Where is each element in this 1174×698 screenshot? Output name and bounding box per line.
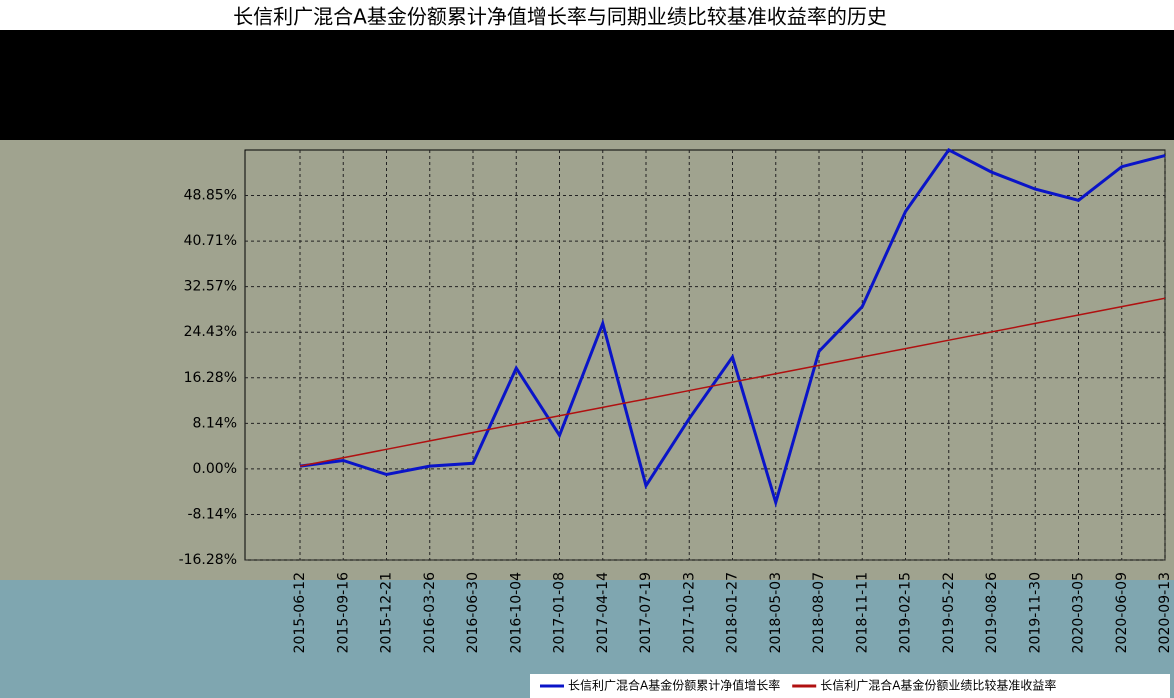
x-tick-label: 2018-05-03 xyxy=(768,572,784,653)
y-tick-label: 16.28% xyxy=(184,370,237,386)
y-tick-label: -8.14% xyxy=(187,506,237,522)
y-tick-label: 8.14% xyxy=(193,415,237,431)
x-tick-label: 2018-11-11 xyxy=(854,572,870,653)
chart: 长信利广混合A基金份额累计净值增长率与同期业绩比较基准收益率的历史 -16.28… xyxy=(0,0,1174,698)
x-tick-label: 2019-11-30 xyxy=(1027,572,1043,653)
x-tick-label: 2018-01-27 xyxy=(725,572,741,653)
x-tick-label: 2020-03-05 xyxy=(1071,572,1087,653)
x-tick-label: 2018-08-07 xyxy=(811,572,827,653)
x-tick-label: 2017-07-19 xyxy=(638,572,654,653)
x-tick-label: 2015-06-12 xyxy=(292,572,308,653)
y-tick-label: 48.85% xyxy=(184,188,237,204)
x-tick-label: 2019-08-26 xyxy=(984,572,1000,653)
y-tick-label: 0.00% xyxy=(193,461,237,477)
x-tick-label: 2016-06-30 xyxy=(465,572,481,653)
x-tick-label: 2017-10-23 xyxy=(681,572,697,653)
x-tick-label: 2020-09-13 xyxy=(1157,572,1173,653)
y-tick-label: 40.71% xyxy=(184,233,237,249)
x-tick-label: 2017-04-14 xyxy=(595,572,611,653)
x-tick-label: 2016-10-04 xyxy=(508,572,524,653)
x-tick-label: 2016-03-26 xyxy=(422,572,438,653)
legend-label: 长信利广混合A基金份额业绩比较基准收益率 xyxy=(820,678,1056,693)
chart-title: 长信利广混合A基金份额累计净值增长率与同期业绩比较基准收益率的历史 xyxy=(233,5,887,29)
x-tick-label: 2019-02-15 xyxy=(898,572,914,653)
legend-label: 长信利广混合A基金份额累计净值增长率 xyxy=(568,678,780,693)
x-tick-label: 2019-05-22 xyxy=(941,572,957,653)
x-tick-label: 2015-09-16 xyxy=(335,572,351,653)
x-tick-label: 2017-01-08 xyxy=(552,572,568,653)
y-tick-label: -16.28% xyxy=(179,552,237,568)
y-tick-label: 32.57% xyxy=(184,279,237,295)
x-tick-label: 2015-12-21 xyxy=(379,572,395,653)
y-tick-label: 24.43% xyxy=(184,324,237,340)
x-tick-label: 2020-06-09 xyxy=(1114,572,1130,653)
